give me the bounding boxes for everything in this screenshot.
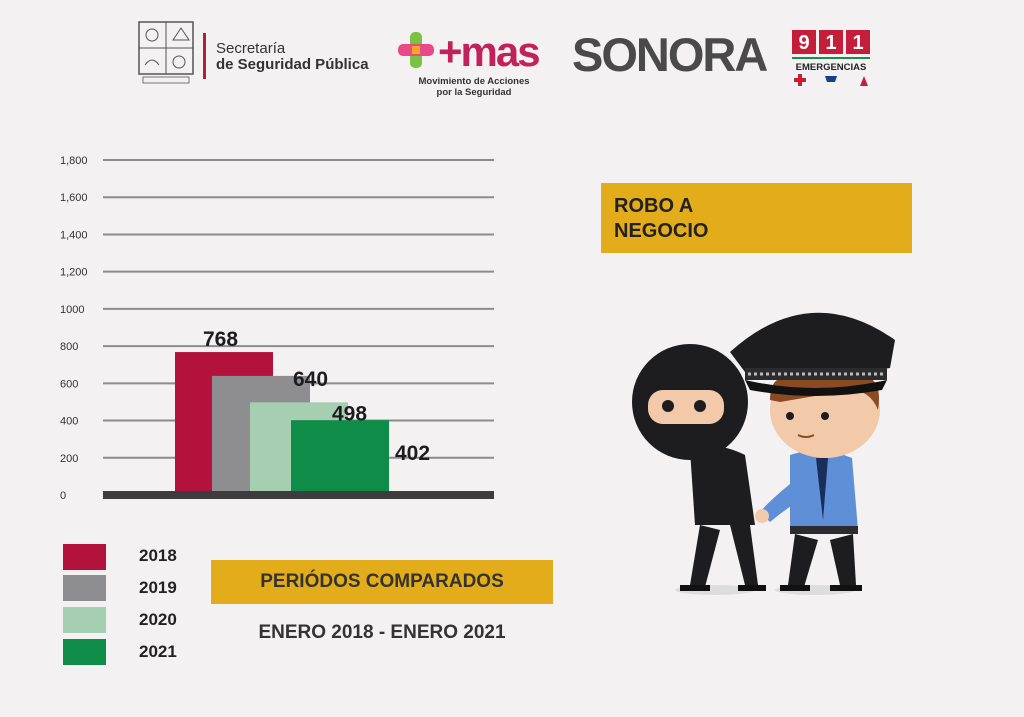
legend-swatch-2021 bbox=[63, 639, 106, 665]
y-tick-label: 200 bbox=[60, 453, 78, 465]
legend-label-2019: 2019 bbox=[139, 578, 177, 597]
mas-logo: +mas bbox=[398, 28, 541, 72]
legend-label-2018: 2018 bbox=[139, 546, 177, 565]
secretaria-name-line1: Secretaría bbox=[216, 40, 286, 57]
periods-label: PERIÓDOS COMPARADOS bbox=[260, 571, 504, 592]
mas-subtitle-line2: por la Seguridad bbox=[436, 87, 512, 98]
bar-chart: 0 200 400 600 800 1000 1,200 1,400 1,600 1,800 76… bbox=[60, 155, 494, 502]
periods-range: ENERO 2018 - ENERO 2021 bbox=[258, 622, 506, 643]
legend-swatch-2019 bbox=[63, 575, 106, 601]
legend-swatch-2020 bbox=[63, 607, 106, 633]
bar-2021 bbox=[291, 420, 389, 495]
data-label-2019: 640 bbox=[293, 368, 328, 391]
legend-label-2020: 2020 bbox=[139, 610, 177, 629]
mas-subtitle-line1: Movimiento de Acciones bbox=[418, 76, 530, 87]
sonora-logo: SONORA bbox=[572, 28, 768, 81]
x-axis-baseline bbox=[103, 491, 494, 499]
y-tick-label: 1,600 bbox=[60, 192, 88, 204]
y-tick-label: 600 bbox=[60, 378, 78, 390]
mas-logo-text: +mas bbox=[438, 28, 539, 72]
e911-label: EMERGENCIAS bbox=[796, 62, 867, 73]
emergencias-911-logo: 9 1 1 911 EMERGENCIAS bbox=[792, 30, 870, 86]
y-tick-label: 1,400 bbox=[60, 229, 88, 241]
police-arresting-thief-icon bbox=[632, 312, 895, 595]
svg-text:1: 1 bbox=[825, 32, 836, 54]
legend-label-2021: 2021 bbox=[139, 642, 177, 661]
legend-swatch-2018 bbox=[63, 544, 106, 570]
y-tick-label: 0 bbox=[60, 490, 66, 502]
secretaria-name-line2: de Seguridad Pública bbox=[216, 56, 369, 73]
title-line1: ROBO A bbox=[614, 195, 694, 217]
y-tick-label: 800 bbox=[60, 341, 78, 353]
data-label-2021: 402 bbox=[395, 442, 430, 465]
y-tick-label: 1,800 bbox=[60, 155, 88, 167]
data-label-2020: 498 bbox=[332, 402, 367, 425]
y-tick-label: 400 bbox=[60, 416, 78, 428]
state-seal-icon bbox=[138, 21, 194, 84]
title-banner bbox=[601, 183, 912, 253]
svg-text:1: 1 bbox=[852, 32, 863, 54]
y-tick-label: 1000 bbox=[60, 304, 84, 316]
svg-text:9: 9 bbox=[798, 32, 809, 54]
periods-banner bbox=[211, 560, 553, 604]
data-label-2018: 768 bbox=[203, 328, 238, 351]
title-line2: NEGOCIO bbox=[614, 220, 709, 242]
y-tick-label: 1,200 bbox=[60, 267, 88, 279]
secretaria-divider bbox=[203, 33, 206, 79]
